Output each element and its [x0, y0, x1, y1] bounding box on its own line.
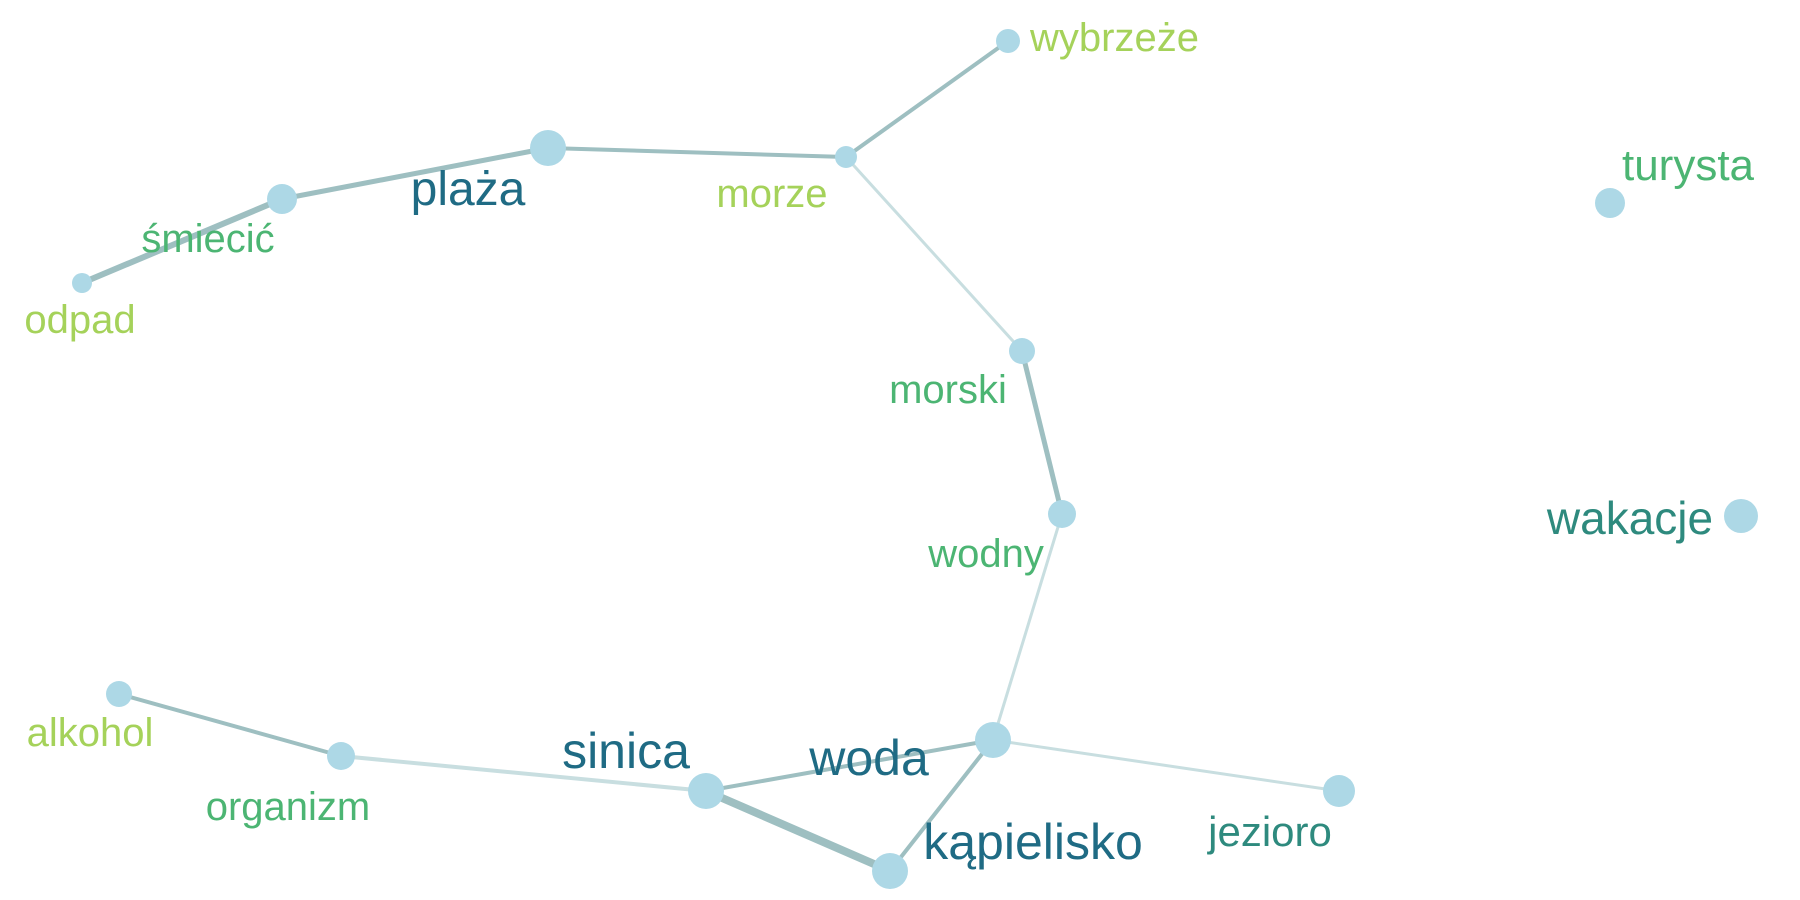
node-woda	[975, 722, 1011, 758]
node-label-turysta: turysta	[1622, 141, 1755, 190]
node-label-organizm: organizm	[206, 785, 371, 829]
node-jezioro	[1323, 775, 1355, 807]
edge-alkohol-organizm	[117, 692, 343, 758]
node-wakacje	[1724, 499, 1758, 533]
node-label-morski: morski	[889, 368, 1007, 412]
edges-layer	[79, 39, 1341, 875]
node-label-morze: morze	[716, 172, 827, 216]
edge-morze-morski	[844, 155, 1024, 353]
node-label-wybrzeze: wybrzeże	[1029, 16, 1199, 60]
node-label-jezioro: jezioro	[1206, 808, 1332, 855]
node-morski	[1009, 338, 1035, 364]
node-alkohol	[106, 681, 132, 707]
node-label-alkohol: alkohol	[27, 711, 154, 755]
node-morze	[835, 146, 857, 168]
node-smiecic	[267, 184, 297, 214]
edge-sinica-kapielisko	[702, 787, 894, 875]
node-wybrzeze	[996, 29, 1020, 53]
node-plaza	[530, 130, 566, 166]
node-kapielisko	[872, 853, 908, 889]
edge-plaza-morze	[546, 146, 848, 159]
node-wodny	[1048, 500, 1076, 528]
node-turysta	[1595, 188, 1625, 218]
edge-morski-wodny	[1019, 348, 1065, 517]
edge-woda-kapielisko	[888, 738, 995, 873]
node-label-wakacje: wakacje	[1546, 492, 1713, 544]
node-label-plaza: plaża	[411, 163, 526, 216]
nodes-layer	[72, 29, 1758, 889]
edge-wodny-woda	[991, 512, 1064, 742]
edge-sinica-woda	[704, 738, 995, 793]
node-odpad	[72, 273, 92, 293]
node-sinica	[688, 773, 724, 809]
node-label-sinica: sinica	[562, 723, 690, 779]
node-label-woda: woda	[808, 730, 929, 786]
node-label-odpad: odpad	[24, 298, 135, 342]
node-label-kapielisko: kąpielisko	[923, 814, 1143, 870]
edge-morze-wybrzeze	[844, 39, 1010, 159]
node-organizm	[327, 742, 355, 770]
edge-organizm-sinica	[339, 754, 708, 793]
edge-odpad-smiecic	[79, 196, 285, 286]
edge-woda-jezioro	[991, 738, 1341, 793]
node-label-smiecic: śmiecić	[141, 217, 274, 261]
edge-smiecic-plaza	[279, 145, 551, 202]
node-label-wodny: wodny	[927, 532, 1044, 576]
